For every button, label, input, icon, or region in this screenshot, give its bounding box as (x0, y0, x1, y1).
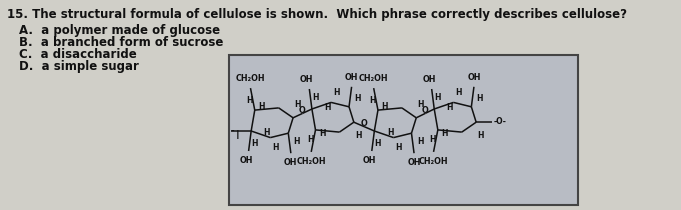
Text: H: H (324, 103, 331, 112)
Text: H: H (430, 135, 436, 144)
Text: I: I (236, 129, 240, 142)
Text: CH₂OH: CH₂OH (419, 157, 448, 166)
Text: H: H (307, 135, 314, 144)
Text: H: H (312, 92, 319, 101)
Text: H: H (319, 129, 326, 138)
Text: H: H (258, 102, 265, 111)
Text: CH₂OH: CH₂OH (236, 74, 266, 83)
Text: A.  a polymer made of glucose: A. a polymer made of glucose (19, 24, 220, 37)
Text: H: H (264, 128, 270, 137)
Text: H: H (354, 94, 361, 103)
Text: H: H (477, 131, 484, 140)
Text: H: H (375, 139, 381, 147)
Text: H: H (447, 103, 454, 112)
Text: H: H (272, 143, 279, 152)
Text: B.  a branched form of sucrose: B. a branched form of sucrose (19, 36, 223, 49)
FancyBboxPatch shape (229, 55, 578, 205)
Text: O: O (422, 106, 428, 115)
Text: H: H (370, 96, 376, 105)
Text: OH: OH (284, 158, 298, 167)
Text: OH: OH (467, 73, 481, 82)
Text: C.  a disaccharide: C. a disaccharide (19, 48, 137, 61)
Text: H: H (417, 137, 424, 146)
Text: H: H (434, 92, 441, 101)
Text: OH: OH (362, 156, 376, 165)
Text: H: H (456, 88, 462, 97)
Text: H: H (387, 128, 394, 137)
Text: H: H (417, 100, 424, 109)
Text: H: H (247, 96, 253, 105)
Text: CH₂OH: CH₂OH (359, 74, 388, 83)
Text: -O-: -O- (493, 117, 506, 126)
Text: D.  a simple sugar: D. a simple sugar (19, 60, 139, 73)
Text: H: H (381, 102, 388, 111)
Text: H: H (477, 94, 483, 103)
Text: H: H (441, 129, 448, 138)
Text: CH₂OH: CH₂OH (296, 157, 326, 166)
Text: -: - (230, 126, 234, 135)
Text: H: H (294, 100, 300, 109)
Text: OH: OH (422, 75, 436, 84)
Text: O: O (299, 106, 306, 115)
Text: H: H (294, 137, 300, 146)
Text: H: H (251, 139, 258, 147)
Text: 15. The structural formula of cellulose is shown.  Which phrase correctly descri: 15. The structural formula of cellulose … (7, 8, 627, 21)
Text: O: O (361, 119, 368, 128)
Text: H: H (333, 88, 339, 97)
Text: H: H (355, 131, 362, 140)
Text: OH: OH (239, 156, 253, 165)
Text: OH: OH (345, 73, 358, 82)
Text: OH: OH (300, 75, 313, 84)
Text: H: H (396, 143, 402, 152)
Text: OH: OH (407, 158, 421, 167)
